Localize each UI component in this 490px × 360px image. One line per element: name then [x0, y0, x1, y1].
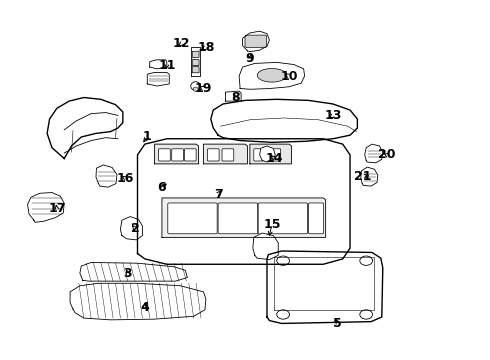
Polygon shape	[250, 144, 292, 164]
Text: 20: 20	[378, 148, 395, 161]
Ellipse shape	[193, 87, 198, 91]
Text: 8: 8	[231, 91, 240, 104]
FancyBboxPatch shape	[184, 149, 196, 161]
FancyBboxPatch shape	[192, 51, 199, 57]
Text: 9: 9	[245, 51, 254, 64]
FancyBboxPatch shape	[159, 149, 170, 161]
Polygon shape	[243, 31, 270, 51]
FancyBboxPatch shape	[172, 149, 183, 161]
FancyBboxPatch shape	[192, 67, 199, 73]
FancyBboxPatch shape	[245, 35, 267, 47]
Polygon shape	[27, 193, 64, 222]
Polygon shape	[203, 144, 247, 164]
Text: 6: 6	[158, 181, 166, 194]
Polygon shape	[260, 146, 275, 162]
Polygon shape	[267, 251, 383, 323]
Polygon shape	[365, 144, 383, 163]
Text: 18: 18	[197, 41, 215, 54]
Text: 17: 17	[48, 202, 66, 215]
Text: 19: 19	[195, 82, 212, 95]
Polygon shape	[162, 198, 326, 237]
Text: 12: 12	[173, 37, 190, 50]
Polygon shape	[253, 233, 278, 260]
Polygon shape	[239, 62, 305, 89]
Text: 11: 11	[158, 59, 175, 72]
Text: 16: 16	[117, 172, 134, 185]
Text: 14: 14	[266, 152, 283, 165]
Text: 10: 10	[280, 69, 298, 82]
Polygon shape	[138, 139, 350, 264]
Polygon shape	[47, 98, 123, 158]
Circle shape	[360, 310, 372, 319]
Text: 13: 13	[324, 109, 342, 122]
Ellipse shape	[257, 68, 287, 82]
Circle shape	[360, 256, 372, 265]
Text: 4: 4	[141, 301, 149, 314]
Circle shape	[277, 310, 290, 319]
FancyBboxPatch shape	[207, 149, 219, 161]
Polygon shape	[191, 47, 200, 76]
Polygon shape	[155, 144, 198, 164]
Polygon shape	[361, 167, 378, 186]
Text: 15: 15	[263, 218, 281, 231]
Polygon shape	[211, 99, 357, 142]
Text: 7: 7	[214, 188, 222, 201]
Polygon shape	[150, 60, 167, 69]
FancyBboxPatch shape	[168, 203, 217, 234]
Text: 1: 1	[143, 130, 151, 144]
Text: 21: 21	[353, 170, 371, 183]
FancyBboxPatch shape	[222, 149, 234, 161]
Ellipse shape	[191, 82, 200, 90]
Text: 2: 2	[131, 222, 140, 235]
FancyBboxPatch shape	[218, 203, 258, 234]
Polygon shape	[96, 165, 117, 187]
Text: 3: 3	[123, 267, 132, 280]
Polygon shape	[80, 262, 187, 281]
FancyBboxPatch shape	[192, 59, 199, 66]
FancyBboxPatch shape	[258, 203, 308, 234]
FancyBboxPatch shape	[269, 149, 281, 161]
Polygon shape	[70, 283, 206, 320]
Polygon shape	[225, 91, 241, 101]
Text: 5: 5	[334, 317, 342, 330]
FancyBboxPatch shape	[309, 203, 324, 234]
Polygon shape	[147, 72, 169, 86]
Circle shape	[277, 256, 290, 265]
FancyBboxPatch shape	[254, 149, 266, 161]
Polygon shape	[121, 217, 143, 240]
